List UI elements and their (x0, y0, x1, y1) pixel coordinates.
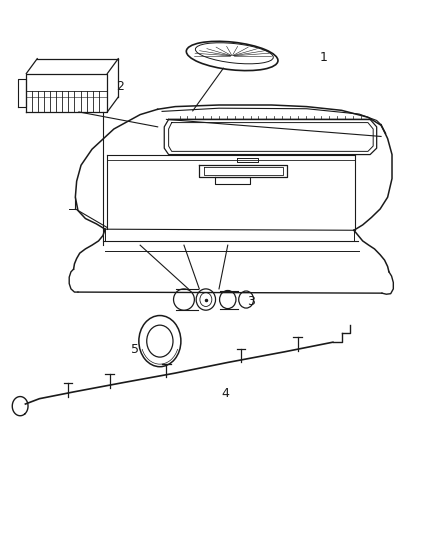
Text: 4: 4 (221, 387, 229, 400)
Text: 2: 2 (116, 80, 124, 93)
Text: 1: 1 (320, 51, 328, 63)
Text: 3: 3 (247, 295, 255, 308)
Text: 5: 5 (131, 343, 139, 356)
